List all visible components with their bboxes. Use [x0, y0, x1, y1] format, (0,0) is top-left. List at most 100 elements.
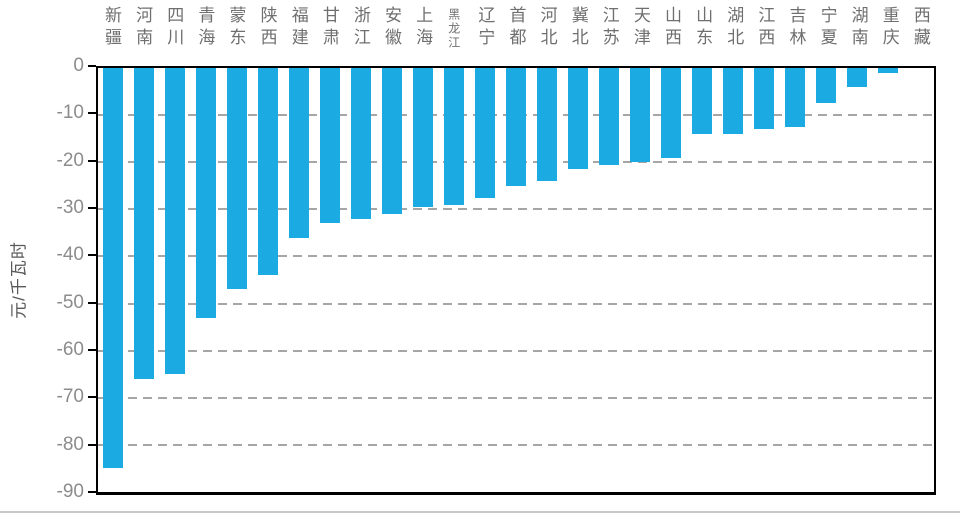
- bar-slot: [222, 68, 253, 492]
- y-tick-label: -90: [56, 481, 84, 502]
- category-label: 河北: [537, 6, 557, 50]
- bar: [753, 68, 774, 130]
- category-label: 陕西: [257, 6, 277, 50]
- bar-slot: [717, 68, 748, 492]
- y-axis-tick: [88, 491, 96, 493]
- category-label: 重庆: [879, 6, 899, 50]
- category-slot: 山西: [656, 6, 687, 50]
- bar-slot: [624, 68, 655, 492]
- category-slot: 蒙东: [220, 6, 251, 50]
- y-axis-tick: [88, 65, 96, 67]
- bar: [413, 68, 434, 207]
- category-slot: 吉林: [780, 6, 811, 50]
- category-slot: 首都: [500, 6, 531, 50]
- bar: [475, 68, 496, 198]
- y-axis-tick-marks: [88, 65, 96, 493]
- gridline: [98, 443, 934, 446]
- bar-slot: [686, 68, 717, 492]
- bar-slot: [284, 68, 315, 492]
- bar: [506, 68, 527, 186]
- category-label: 河南: [133, 6, 153, 50]
- bar-slot: [563, 68, 594, 492]
- category-label: 上海: [413, 6, 433, 50]
- bar-slot: [129, 68, 160, 492]
- bar: [320, 68, 341, 224]
- category-label: 青海: [195, 6, 215, 50]
- bar-slot: [315, 68, 346, 492]
- bar-slot: [408, 68, 439, 492]
- bar-series: [98, 68, 934, 492]
- category-label: 辽宁: [475, 6, 495, 50]
- bar-slot: [655, 68, 686, 492]
- bar: [877, 68, 898, 73]
- gridline: [98, 349, 934, 352]
- category-slot: 辽宁: [469, 6, 500, 50]
- bar: [598, 68, 619, 165]
- bar-slot: [98, 68, 129, 492]
- category-slot: 浙江: [345, 6, 376, 50]
- bar-slot: [779, 68, 810, 492]
- category-label: 蒙东: [226, 6, 246, 50]
- bar: [568, 68, 589, 170]
- category-label: 浙江: [350, 6, 370, 50]
- y-axis-tick: [88, 443, 96, 446]
- category-slot: 新疆: [96, 6, 127, 50]
- gridline: [98, 255, 934, 258]
- y-tick-label: -10: [56, 102, 84, 124]
- bar: [691, 68, 712, 134]
- category-label: 新疆: [102, 6, 122, 50]
- bar: [660, 68, 681, 158]
- y-axis-tick-labels: 0 -10 -20 -30 -40 -50 -60 -70 -80 -90: [0, 55, 84, 502]
- bar: [382, 68, 403, 215]
- category-slot: 四川: [158, 6, 189, 50]
- category-slot: 湖北: [718, 6, 749, 50]
- y-tick-label: -70: [56, 386, 84, 408]
- category-label: 首都: [506, 6, 526, 50]
- bar: [815, 68, 836, 104]
- category-label: 冀北: [568, 6, 588, 50]
- category-label: 湖北: [724, 6, 744, 50]
- bar: [351, 68, 372, 219]
- bar-slot: [470, 68, 501, 492]
- bar: [629, 68, 650, 163]
- bar-slot: [594, 68, 625, 492]
- category-slot: 西藏: [905, 6, 936, 50]
- category-label: 西藏: [910, 6, 930, 50]
- y-tick-label: -60: [56, 338, 84, 360]
- bar-slot: [501, 68, 532, 492]
- category-slot: 甘肃: [314, 6, 345, 50]
- y-axis-tick: [88, 254, 96, 257]
- bar: [846, 68, 867, 87]
- bar: [784, 68, 805, 127]
- category-label: 四川: [164, 6, 184, 50]
- category-slot: 山东: [687, 6, 718, 50]
- category-label: 江苏: [599, 6, 619, 50]
- y-tick-label: -30: [56, 196, 84, 218]
- y-axis-tick: [88, 301, 96, 304]
- y-tick-label: -20: [56, 149, 84, 171]
- y-axis-tick: [88, 112, 96, 115]
- category-label: 吉林: [786, 6, 806, 50]
- category-label: 安徽: [382, 6, 402, 50]
- plot-area: [96, 66, 936, 495]
- bar-slot: [872, 68, 903, 492]
- category-slot: 陕西: [252, 6, 283, 50]
- category-slot: 河北: [532, 6, 563, 50]
- category-label: 宁夏: [817, 6, 837, 50]
- bar-slot: [346, 68, 377, 492]
- bar: [103, 68, 124, 469]
- y-tick-label: -80: [56, 433, 84, 455]
- category-slot: 天津: [625, 6, 656, 50]
- y-axis-tick: [88, 159, 96, 162]
- category-label: 甘肃: [319, 6, 339, 50]
- category-slot: 黑龙江: [438, 6, 469, 50]
- category-label: 福建: [288, 6, 308, 50]
- bar-slot: [160, 68, 191, 492]
- y-tick-label: 0: [73, 55, 84, 76]
- bar-slot: [191, 68, 222, 492]
- category-label: 山西: [662, 6, 682, 50]
- category-slot: 冀北: [563, 6, 594, 50]
- y-tick-label: -40: [56, 244, 84, 266]
- category-slot: 宁夏: [812, 6, 843, 50]
